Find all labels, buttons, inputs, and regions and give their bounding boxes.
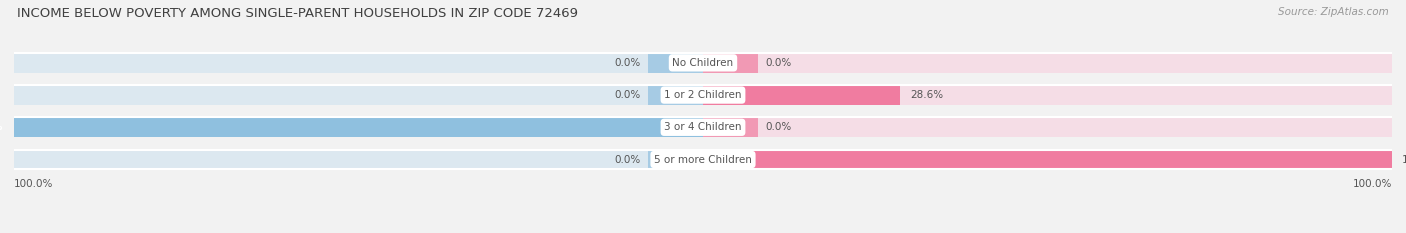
Text: 100.0%: 100.0% — [0, 122, 4, 132]
Text: 3 or 4 Children: 3 or 4 Children — [664, 122, 742, 132]
Bar — [703, 117, 758, 137]
Bar — [14, 117, 703, 137]
Bar — [648, 53, 703, 73]
Text: 0.0%: 0.0% — [614, 154, 641, 164]
Text: 0.0%: 0.0% — [614, 58, 641, 68]
Text: No Children: No Children — [672, 58, 734, 68]
Text: 0.0%: 0.0% — [765, 122, 792, 132]
Text: 28.6%: 28.6% — [910, 90, 943, 100]
Bar — [648, 117, 703, 137]
Bar — [703, 150, 758, 169]
Bar — [703, 150, 1392, 169]
Bar — [703, 85, 1392, 105]
Bar — [14, 117, 1392, 137]
Bar — [648, 85, 703, 105]
Text: 100.0%: 100.0% — [14, 179, 53, 189]
Text: 0.0%: 0.0% — [765, 58, 792, 68]
Bar — [703, 85, 758, 105]
Bar — [703, 117, 1392, 137]
Text: 0.0%: 0.0% — [614, 90, 641, 100]
Bar — [14, 117, 703, 137]
Bar — [703, 53, 758, 73]
Text: 5 or more Children: 5 or more Children — [654, 154, 752, 164]
Text: 100.0%: 100.0% — [1402, 154, 1406, 164]
Bar — [14, 53, 703, 73]
Bar — [14, 85, 703, 105]
Bar — [703, 150, 1392, 169]
Bar — [14, 150, 1392, 169]
Text: Source: ZipAtlas.com: Source: ZipAtlas.com — [1278, 7, 1389, 17]
Text: 1 or 2 Children: 1 or 2 Children — [664, 90, 742, 100]
Bar — [703, 85, 900, 105]
Bar — [703, 53, 1392, 73]
Bar — [14, 85, 1392, 105]
Bar — [14, 150, 703, 169]
Text: 100.0%: 100.0% — [1353, 179, 1392, 189]
Bar — [648, 150, 703, 169]
Bar — [14, 53, 1392, 73]
Text: INCOME BELOW POVERTY AMONG SINGLE-PARENT HOUSEHOLDS IN ZIP CODE 72469: INCOME BELOW POVERTY AMONG SINGLE-PARENT… — [17, 7, 578, 20]
